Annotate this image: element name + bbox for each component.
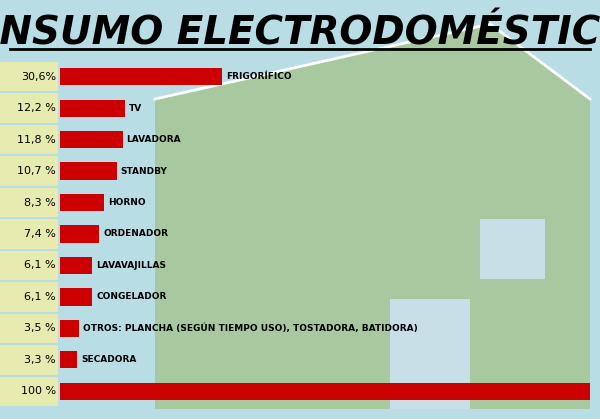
- Polygon shape: [60, 194, 104, 211]
- Text: 100 %: 100 %: [21, 386, 56, 396]
- Text: SECADORA: SECADORA: [82, 355, 137, 364]
- Polygon shape: [0, 282, 58, 312]
- Text: 3,3 %: 3,3 %: [25, 355, 56, 365]
- Polygon shape: [0, 62, 58, 91]
- Polygon shape: [60, 383, 590, 400]
- Text: FRIGORÍFICO: FRIGORÍFICO: [226, 72, 292, 81]
- Polygon shape: [0, 188, 58, 217]
- Text: LAVAVAJILLAS: LAVAVAJILLAS: [97, 261, 166, 270]
- Polygon shape: [0, 377, 58, 406]
- Polygon shape: [0, 314, 58, 343]
- Text: LAVADORA: LAVADORA: [127, 135, 181, 144]
- Polygon shape: [155, 99, 590, 409]
- Text: 11,8 %: 11,8 %: [17, 134, 56, 145]
- Polygon shape: [60, 163, 117, 180]
- Polygon shape: [0, 219, 58, 249]
- Text: 7,4 %: 7,4 %: [24, 229, 56, 239]
- Text: TV: TV: [128, 103, 142, 113]
- Polygon shape: [60, 288, 92, 305]
- Polygon shape: [60, 257, 92, 274]
- Polygon shape: [60, 68, 222, 85]
- Text: 3,5 %: 3,5 %: [25, 323, 56, 334]
- Text: 10,7 %: 10,7 %: [17, 166, 56, 176]
- Text: 8,3 %: 8,3 %: [24, 197, 56, 207]
- Polygon shape: [60, 320, 79, 337]
- Polygon shape: [60, 100, 125, 117]
- Text: STANDBY: STANDBY: [121, 167, 167, 176]
- Polygon shape: [0, 251, 58, 280]
- Polygon shape: [60, 131, 122, 148]
- Polygon shape: [155, 24, 590, 99]
- Text: HORNO: HORNO: [108, 198, 146, 207]
- Polygon shape: [480, 219, 545, 279]
- Text: 6,1 %: 6,1 %: [25, 292, 56, 302]
- Text: 12,2 %: 12,2 %: [17, 103, 56, 113]
- Text: CONSUMO ELECTRODOMÉSTICOS: CONSUMO ELECTRODOMÉSTICOS: [0, 15, 600, 53]
- Polygon shape: [0, 93, 58, 123]
- Polygon shape: [0, 345, 58, 375]
- Text: ORDENADOR: ORDENADOR: [103, 230, 168, 238]
- Text: CONGELADOR: CONGELADOR: [97, 292, 167, 301]
- Text: 6,1 %: 6,1 %: [25, 261, 56, 270]
- Polygon shape: [0, 125, 58, 154]
- Polygon shape: [60, 225, 99, 243]
- Polygon shape: [60, 351, 77, 368]
- Polygon shape: [390, 299, 470, 409]
- Polygon shape: [0, 156, 58, 186]
- Text: 30,6%: 30,6%: [21, 72, 56, 82]
- Text: OTROS: PLANCHA (SEGÚN TIEMPO USO), TOSTADORA, BATIDORA): OTROS: PLANCHA (SEGÚN TIEMPO USO), TOSTA…: [83, 323, 418, 333]
